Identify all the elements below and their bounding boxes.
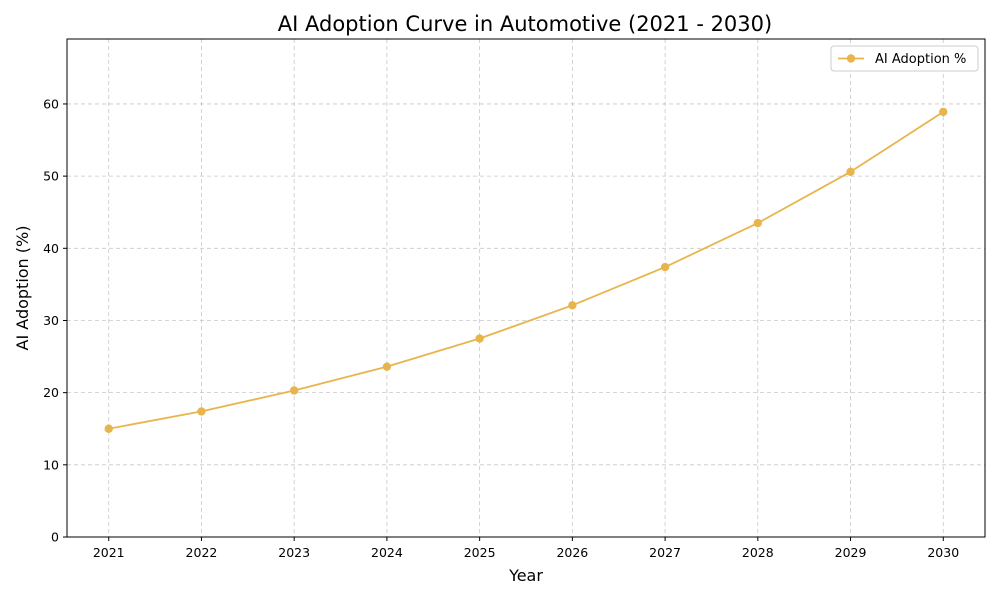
data-point: [660, 262, 670, 272]
data-point: [197, 407, 206, 416]
data-point: [568, 301, 577, 310]
y-tick-label: 0: [51, 530, 59, 545]
x-tick-label: 2026: [556, 545, 588, 560]
chart-title: AI Adoption Curve in Automotive (2021 - …: [278, 12, 772, 36]
x-tick-label: 2027: [649, 545, 681, 560]
x-tick-label: 2028: [742, 545, 774, 560]
y-axis-ticks: 0 10 20 30 40 50 60: [43, 96, 67, 545]
x-tick-label: 2021: [93, 545, 125, 560]
y-axis-label: AI Adoption (%): [13, 226, 32, 351]
y-tick-label: 50: [43, 169, 59, 184]
x-tick-label: 2023: [278, 545, 310, 560]
data-point: [289, 386, 299, 395]
data-point: [846, 167, 855, 176]
y-tick-label: 10: [43, 457, 59, 472]
x-tick-label: 2024: [371, 545, 403, 560]
legend-box: [830, 45, 979, 72]
series-layer: [104, 107, 948, 433]
grid: [67, 39, 985, 538]
legend-entry-label: AI Adoption %: [875, 52, 966, 67]
plot-area-frame: [66, 38, 986, 538]
series-line: [108, 111, 944, 430]
data-point: [753, 218, 763, 228]
data-point: [939, 107, 948, 117]
y-tick-label: 30: [43, 313, 59, 328]
y-tick-label: 40: [43, 241, 59, 256]
data-point: [475, 334, 484, 343]
y-tick-label: 20: [43, 385, 59, 400]
data-point: [382, 362, 392, 371]
x-axis-label: Year: [508, 566, 543, 585]
x-axis-ticks: 2021 2022 2023 2024 2025 2026 2027 2028 2029 2030: [93, 537, 959, 560]
legend-marker-swatch: [846, 54, 856, 63]
x-tick-label: 2022: [186, 545, 218, 560]
data-point: [104, 424, 113, 433]
x-tick-label: 2025: [464, 545, 496, 560]
y-tick-label: 60: [43, 96, 59, 111]
x-tick-label: 2030: [927, 545, 959, 560]
x-tick-label: 2029: [835, 545, 867, 560]
legend: AI Adoption %: [830, 45, 979, 72]
